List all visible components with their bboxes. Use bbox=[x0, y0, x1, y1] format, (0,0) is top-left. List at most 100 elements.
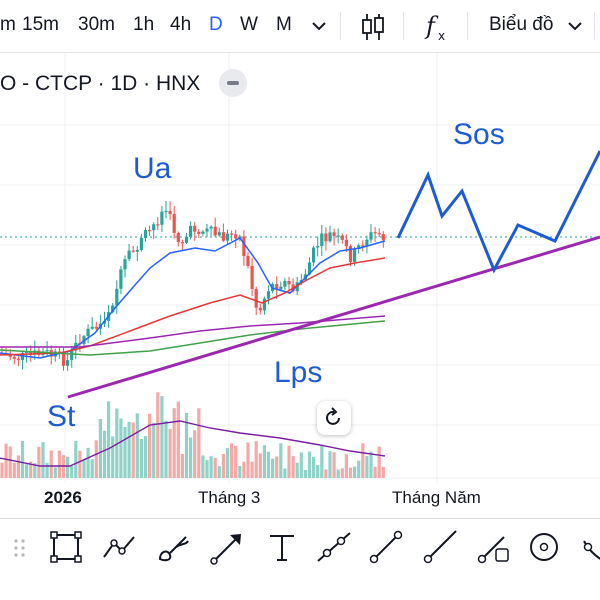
timeframe-4h[interactable]: 4h bbox=[170, 14, 192, 35]
volume-bar bbox=[107, 401, 111, 478]
rectangle-icon[interactable] bbox=[46, 527, 86, 567]
candles-icon[interactable] bbox=[360, 12, 386, 42]
path-icon[interactable] bbox=[100, 527, 140, 567]
volume-bar bbox=[213, 457, 217, 478]
candle-body bbox=[86, 328, 90, 337]
candle-body bbox=[279, 286, 283, 290]
reset-icon bbox=[326, 407, 340, 425]
candle-body bbox=[275, 284, 279, 290]
timeframe-w[interactable]: W bbox=[240, 14, 258, 35]
annotation-sos[interactable]: Sos bbox=[453, 118, 505, 151]
volume-bar bbox=[70, 466, 74, 478]
annotation-ua[interactable]: Ua bbox=[133, 152, 172, 185]
volume-bar bbox=[102, 430, 107, 478]
brush-icon[interactable] bbox=[154, 527, 194, 567]
volume-bar bbox=[0, 462, 4, 478]
volume-bar bbox=[135, 413, 139, 478]
candle-body bbox=[156, 224, 160, 226]
candle-body bbox=[131, 250, 135, 252]
volume-bar bbox=[254, 441, 258, 478]
drawing-toolbar bbox=[0, 518, 600, 576]
chevron-down-icon[interactable] bbox=[310, 18, 328, 34]
symbol-title[interactable]: O - CTCP · 1D · HNX bbox=[0, 72, 201, 95]
candle-body bbox=[197, 231, 201, 234]
candle-body bbox=[320, 233, 324, 247]
timeframe-m[interactable]: M bbox=[276, 14, 292, 35]
volume-bar bbox=[78, 450, 82, 478]
volume-bar bbox=[20, 440, 25, 478]
ma-purple-line bbox=[0, 315, 386, 348]
volume-bar bbox=[299, 452, 303, 478]
indicators-fx-icon[interactable]: f x bbox=[424, 10, 452, 42]
reset-chart-button[interactable] bbox=[317, 401, 351, 435]
text-icon[interactable] bbox=[262, 527, 302, 567]
volume-bar bbox=[184, 412, 189, 478]
volume-bar bbox=[357, 460, 361, 478]
candle-body bbox=[164, 210, 168, 213]
volume-bar bbox=[180, 453, 184, 478]
volume-bar bbox=[246, 442, 250, 478]
volume-bar bbox=[320, 444, 324, 478]
drag-handle-icon[interactable] bbox=[12, 537, 28, 559]
candle-body bbox=[16, 358, 20, 361]
candle-body bbox=[250, 265, 254, 289]
candle-body bbox=[312, 247, 316, 263]
divider bbox=[467, 12, 468, 40]
volume-bar bbox=[377, 446, 381, 478]
candle-body bbox=[205, 228, 209, 232]
trendline-support bbox=[67, 235, 600, 399]
candle-body bbox=[307, 262, 312, 275]
timeframe-30m[interactable]: 30m bbox=[78, 14, 115, 35]
candle-body bbox=[180, 242, 184, 244]
chevron-down-icon[interactable] bbox=[566, 18, 584, 34]
volume-bar bbox=[111, 436, 115, 478]
circle-icon[interactable] bbox=[524, 527, 564, 567]
volume-bar bbox=[262, 445, 266, 478]
volume-bar bbox=[221, 453, 225, 478]
candle-body bbox=[172, 213, 176, 233]
timeframe-d[interactable]: D bbox=[209, 14, 223, 35]
chart-pane[interactable] bbox=[0, 53, 600, 515]
svg-text:x: x bbox=[438, 29, 445, 42]
trend-line-icon[interactable] bbox=[366, 527, 406, 567]
volume-bar bbox=[160, 396, 164, 478]
candle-body bbox=[152, 224, 156, 231]
chart-type-menu[interactable]: Biểu đồ bbox=[489, 14, 554, 35]
extended-line-icon[interactable] bbox=[314, 527, 354, 567]
candle-body bbox=[148, 230, 152, 232]
info-line-icon[interactable] bbox=[474, 527, 514, 567]
collapse-legend-button[interactable] bbox=[219, 69, 247, 97]
divider bbox=[340, 12, 341, 40]
annotation-lps[interactable]: Lps bbox=[274, 356, 323, 389]
volume-bar bbox=[37, 446, 41, 478]
volume-bar bbox=[29, 461, 33, 478]
volume-bar bbox=[115, 408, 119, 478]
volume-bar bbox=[365, 456, 369, 478]
volume-bar bbox=[381, 466, 385, 478]
more-tools-icon[interactable] bbox=[576, 527, 600, 567]
volume-bar bbox=[86, 447, 90, 478]
ray-icon[interactable] bbox=[420, 527, 460, 567]
volume-bar bbox=[127, 421, 131, 478]
arrow-icon[interactable] bbox=[208, 527, 248, 567]
timeframe-partial[interactable]: m bbox=[0, 14, 16, 35]
timeframe-15m[interactable]: 15m bbox=[22, 14, 59, 35]
price-chart[interactable] bbox=[0, 53, 600, 515]
volume-bar bbox=[131, 422, 135, 478]
divider bbox=[594, 12, 595, 40]
annotation-st[interactable]: St bbox=[47, 400, 76, 433]
candle-body bbox=[357, 245, 361, 250]
x-axis-label-thang-nam: Tháng Năm bbox=[392, 488, 481, 507]
volume-bars bbox=[0, 392, 385, 478]
candle-body bbox=[365, 239, 369, 246]
timeframe-1h[interactable]: 1h bbox=[133, 14, 155, 35]
candle-body bbox=[90, 326, 94, 329]
volume-bar bbox=[41, 442, 45, 478]
volume-bar bbox=[66, 456, 70, 478]
volume-bar bbox=[172, 408, 176, 478]
volume-bar bbox=[74, 440, 78, 478]
volume-bar bbox=[234, 445, 238, 478]
x-axis-label-thang-3: Tháng 3 bbox=[198, 488, 261, 507]
candle-body bbox=[230, 233, 234, 235]
ma-blue-line bbox=[0, 237, 386, 359]
